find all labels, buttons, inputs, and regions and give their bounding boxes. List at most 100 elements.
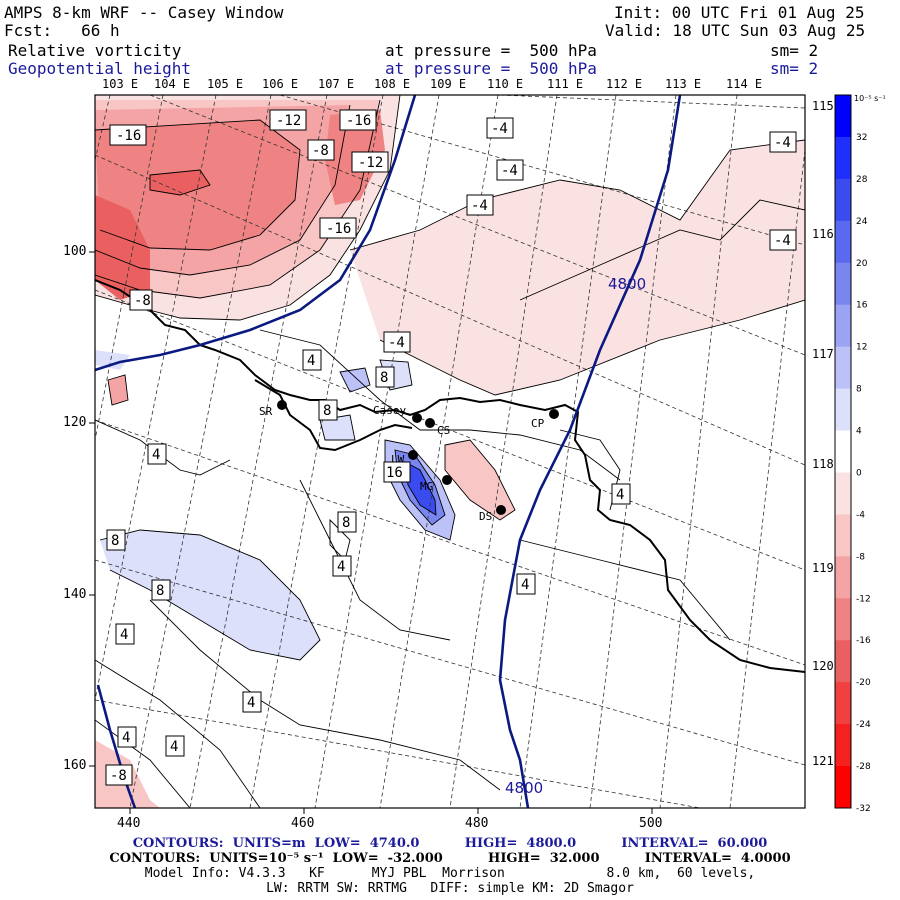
field1-name: Relative vorticity (8, 41, 182, 60)
svg-text:-4: -4 (471, 198, 488, 214)
contour-label: -16 (109, 124, 147, 146)
station-marker[interactable] (442, 475, 452, 485)
colorbar-swatch (835, 136, 851, 180)
contour-label: 4 (115, 623, 135, 645)
station-label: MG (420, 480, 433, 493)
contour-label: -4 (466, 194, 494, 216)
station-label: Casey (373, 404, 406, 417)
stations (277, 400, 559, 515)
contour-label: 4 (117, 726, 137, 748)
vorticity-contour-info: CONTOURS: UNITS=10⁻⁵ s⁻¹ LOW= -32.000 HI… (109, 851, 791, 866)
x-tick-label: 460 (291, 816, 315, 831)
field2-sm: sm= 2 (770, 59, 819, 78)
colorbar-swatch (835, 724, 851, 767)
station-label: SR (259, 405, 273, 418)
contour-label: -4 (769, 131, 797, 153)
x-tick-label: 500 (639, 816, 663, 831)
lon-label: 114 E (726, 77, 763, 91)
svg-text:4: 4 (337, 559, 345, 575)
station-marker[interactable] (496, 505, 506, 515)
lon-label: 108 E (374, 77, 411, 91)
x-tick-label: 480 (465, 816, 489, 831)
height-label: 4800 (505, 779, 543, 797)
y-tick-label: 100 (63, 244, 87, 259)
colorbar-tick-label: 24 (856, 217, 868, 227)
contour-label: 4 (332, 555, 352, 577)
contour-label: 8 (106, 529, 126, 551)
colorbar-tick-label: 0 (856, 468, 862, 478)
field2-level: at pressure = 500 hPa (385, 59, 597, 78)
svg-text:8: 8 (156, 583, 164, 599)
svg-text:8: 8 (342, 515, 350, 531)
field2-name: Geopotential height (8, 59, 192, 78)
colorbar-swatch (835, 304, 851, 348)
contour-label: 16 (383, 461, 411, 483)
y-tick-label: 120 (63, 415, 87, 430)
station-label: DS (479, 510, 492, 523)
lon-label: 104 E (154, 77, 191, 91)
colorbar-swatch (835, 220, 851, 264)
station-marker[interactable] (425, 418, 435, 428)
lon-label: 106 E (262, 77, 299, 91)
svg-text:-8: -8 (110, 768, 127, 784)
colorbar-tick-label: -12 (856, 594, 871, 604)
colorbar-tick-label: -24 (856, 720, 871, 730)
colorbar-tick-label: -28 (856, 762, 871, 772)
height-contour-info: CONTOURS: UNITS=m LOW= 4740.0 HIGH= 4800… (132, 836, 768, 851)
contour-label: -8 (129, 289, 153, 311)
svg-text:4: 4 (122, 730, 130, 746)
station-label: CS (437, 424, 450, 437)
svg-text:4: 4 (152, 447, 160, 463)
svg-text:-4: -4 (774, 233, 791, 249)
map-area: SR Casey CS LW MG DS CP -16 -12 -16 -8 -… (95, 95, 805, 808)
svg-text:4: 4 (616, 487, 624, 503)
station-marker[interactable] (412, 413, 422, 423)
contour-label: -12 (351, 151, 389, 173)
colorbar-tick-label: 32 (856, 133, 867, 143)
contour-label: -8 (105, 764, 133, 786)
station-marker[interactable] (277, 400, 287, 410)
colorbar-swatch (835, 388, 851, 432)
colorbar-swatch (835, 682, 851, 725)
y-tick-label: 140 (63, 587, 87, 602)
model-info: Model Info: V4.3.3 KF MYJ PBL Morrison 8… (144, 866, 756, 881)
height-labels: 4800 4800 (505, 275, 646, 797)
svg-text:-16: -16 (116, 128, 141, 144)
positive-vorticity-shading (95, 350, 455, 660)
lon-label: 107 E (318, 77, 355, 91)
contour-label: -4 (769, 229, 797, 251)
colorbar-swatch (835, 556, 851, 599)
colorbar-unit: 10⁻⁵ s⁻¹ (854, 94, 886, 103)
colorbar-swatch (835, 346, 851, 390)
svg-text:-4: -4 (491, 121, 508, 137)
contour-label: 4 (147, 443, 167, 465)
colorbar-swatch (835, 640, 851, 683)
colorbar-tick-label: -20 (856, 678, 871, 688)
station-marker[interactable] (549, 409, 559, 419)
svg-text:4: 4 (307, 353, 315, 369)
lon-label: 109 E (430, 77, 467, 91)
contour-label: -4 (383, 331, 411, 353)
station-marker[interactable] (408, 450, 418, 460)
svg-text:-4: -4 (501, 163, 518, 179)
contour-label: -16 (319, 217, 357, 239)
plot-frame (94, 94, 806, 809)
svg-text:8: 8 (323, 403, 331, 419)
contour-labels: -16 -12 -16 -8 -12 -16 -8 -4 -4 -4 -4 -4… (105, 109, 797, 786)
colorbar-tick-label: -32 (856, 804, 871, 814)
colorbar: 32 28 24 20 16 12 8 4 0 -4 -8 -12 -16 -20 -24 -28 -32 10⁻… (834, 94, 886, 814)
lon-label: 113 E (665, 77, 702, 91)
svg-text:4: 4 (521, 577, 529, 593)
contour-label: 8 (318, 399, 338, 421)
svg-text:-4: -4 (774, 135, 791, 151)
colorbar-tick-label: 20 (856, 259, 868, 269)
lon-label: 111 E (547, 77, 584, 91)
map-title: AMPS 8-km WRF -- Casey Window (4, 3, 284, 22)
svg-text:-8: -8 (312, 143, 329, 159)
init-time: Init: 00 UTC Fri 01 Aug 25 (614, 3, 865, 22)
colorbar-swatch (835, 472, 851, 515)
svg-text:4: 4 (120, 627, 128, 643)
contour-label: -4 (486, 117, 514, 139)
svg-text:8: 8 (380, 370, 388, 386)
svg-text:-12: -12 (358, 155, 383, 171)
